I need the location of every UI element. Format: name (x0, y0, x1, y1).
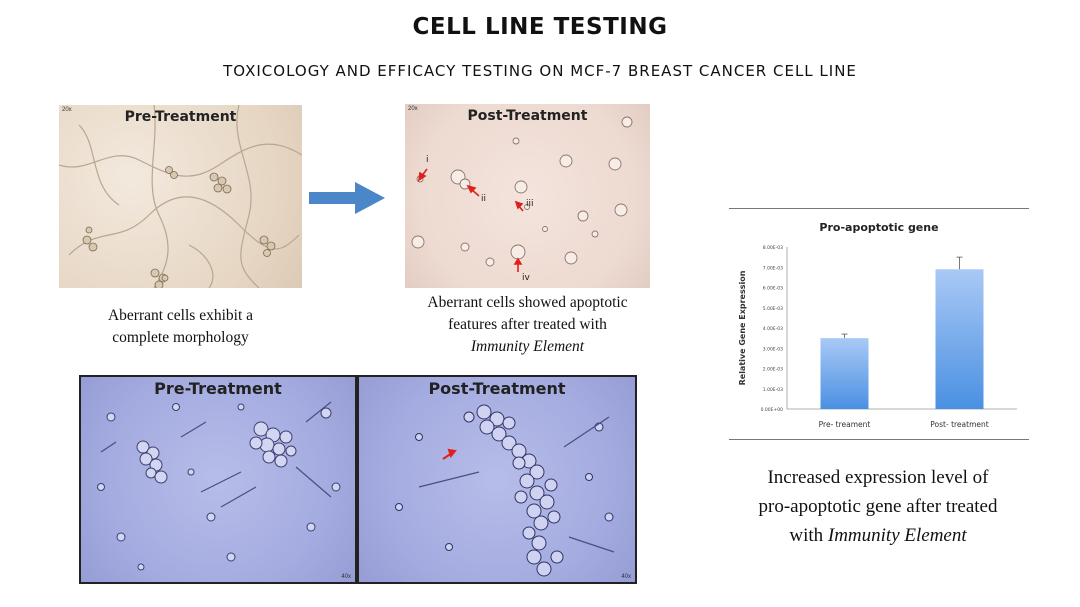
y-tick-label: 1.00E-03 (763, 387, 783, 393)
x-tick-label: Pre- treament (819, 420, 871, 429)
y-tick-label: 8.00E-03 (763, 245, 783, 251)
y-tick-label: 7.00E-03 (763, 265, 783, 271)
magnification-label: 20x (62, 107, 72, 113)
caption-line: features after treated with (448, 316, 607, 333)
caption-line: pro-apoptotic gene after treated (758, 496, 998, 517)
y-tick-label: 4.00E-03 (763, 326, 783, 332)
post-treatment-micrograph-40x: 40x Post-Treatment (357, 375, 637, 584)
bar-2 (935, 269, 984, 409)
pre-treatment-label: Pre-Treatment (154, 379, 282, 398)
y-tick-label: 3.00E-03 (763, 346, 783, 352)
chart-caption: Increased expression level of pro-apopto… (717, 463, 1039, 550)
magnification-label: 40x (621, 574, 631, 580)
post-treatment-label: Post-Treatment (467, 108, 588, 124)
marker-label: iii (526, 199, 534, 209)
caption-line: complete morphology (112, 329, 249, 346)
caption-line: Aberrant cells exhibit a (107, 307, 254, 324)
post-treatment-label: Post-Treatment (428, 379, 566, 398)
bar-1 (820, 338, 869, 409)
y-tick-label: 2.00E-03 (763, 367, 783, 373)
y-axis-label: Relative Gene Expression (738, 270, 747, 385)
pre-treatment-micrograph-40x: 40x Pre-Treatment (79, 375, 357, 584)
x-tick-label: Post- treatment (930, 420, 988, 429)
caption-line: Aberrant cells showed apoptotic (427, 294, 628, 311)
y-tick-label: 5.00E-03 (763, 306, 783, 312)
y-tick-label: 6.00E-03 (763, 286, 783, 292)
pre-treatment-caption: Aberrant cells exhibit a complete morpho… (59, 305, 302, 349)
apoptotic-cells-image: i ii iii iv (411, 116, 633, 283)
bar-chart-svg: Pro-apoptotic gene Relative Gene Expressi… (738, 221, 1017, 429)
right-arrow-icon (309, 182, 385, 214)
chart-title: Pro-apoptotic gene (819, 221, 938, 234)
stained-cells-image (97, 401, 341, 571)
page-subtitle: TOXICOLOGY AND EFFICACY TESTING ON MCF-7… (223, 62, 857, 80)
cell-network-image (59, 105, 302, 288)
y-tick-label: 0.00E+00 (761, 407, 783, 413)
magnification-label: 20x (408, 106, 418, 112)
caption-line: Increased expression level of (767, 467, 989, 488)
pro-apoptotic-gene-chart: Pro-apoptotic gene Relative Gene Expressi… (729, 208, 1029, 440)
pre-treatment-label: Pre-Treatment (124, 109, 237, 125)
product-name: Immunity Element (470, 338, 585, 355)
page-title: CELL LINE TESTING (412, 14, 668, 40)
product-name: Immunity Element (827, 525, 967, 546)
stained-cluster-image (395, 404, 615, 577)
post-treatment-caption: Aberrant cells showed apoptotic features… (395, 292, 660, 358)
caption-prefix: with (789, 525, 824, 546)
marker-label: i (426, 155, 429, 165)
post-treatment-micrograph-20x: i ii iii iv 20x Post-Treatment (405, 104, 650, 288)
marker-label: iv (522, 273, 531, 283)
marker-label: ii (481, 194, 486, 204)
pre-treatment-micrograph-20x: 20x Pre-Treatment (59, 105, 302, 288)
magnification-label: 40x (341, 574, 351, 580)
